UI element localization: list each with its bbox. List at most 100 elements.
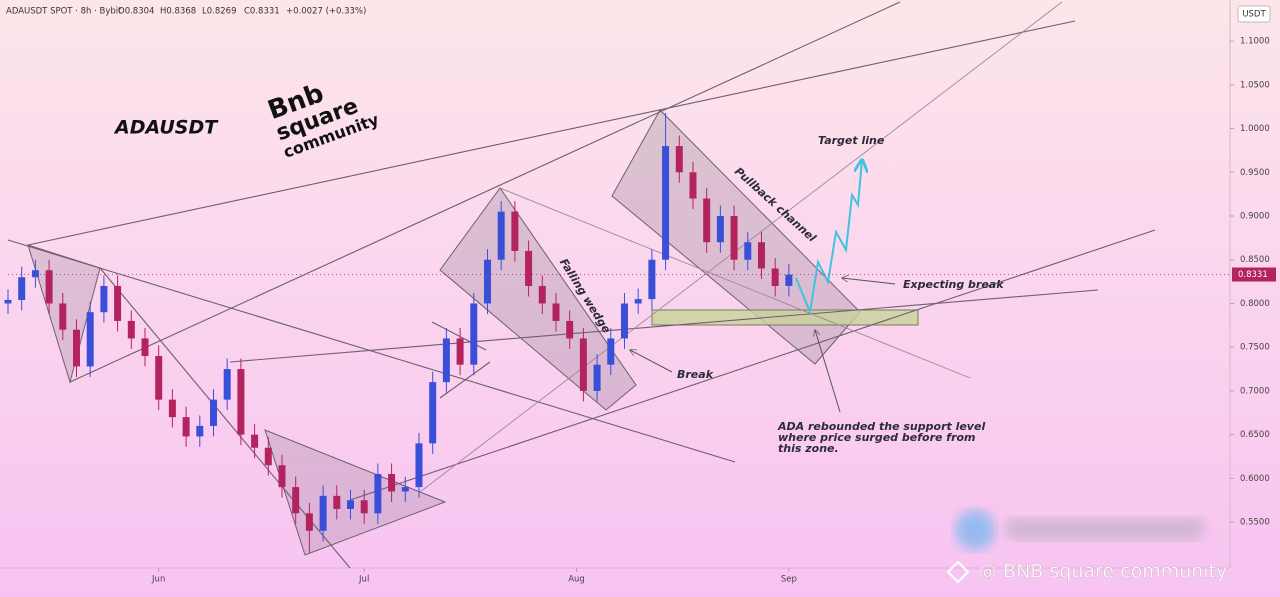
drawings [7, 1, 1156, 569]
ohlc-value: L0.8269 [202, 7, 236, 17]
ohlc-value: O0.8304 [118, 7, 154, 17]
candle-body [497, 211, 505, 260]
x-tick-label: Aug [568, 575, 585, 585]
annotation: this zone. [778, 442, 839, 455]
y-tick-label: 0.8500 [1240, 255, 1270, 265]
candle-body [456, 338, 464, 365]
annotation: Expecting break [903, 278, 1004, 291]
footer-watermark: @ BNB square community [978, 561, 1227, 583]
candle-body [264, 447, 272, 466]
y-tick-label: 0.6500 [1240, 430, 1270, 440]
candle-body [771, 268, 779, 286]
candle-body [675, 146, 683, 173]
candle-body [662, 146, 670, 260]
candle-body [552, 303, 560, 321]
y-tick-label: 0.6000 [1240, 474, 1270, 484]
candle-body [579, 338, 587, 391]
ohlc-value: C0.8331 [244, 7, 280, 17]
y-tick-label: 0.9500 [1240, 168, 1270, 178]
trend-line [349, 229, 1156, 501]
candle-body [538, 285, 546, 304]
candle-body [100, 285, 108, 313]
ohlc-legend: O0.8304 H0.8368 L0.8269 C0.8331 +0.0027 (+0.… [118, 7, 366, 17]
candle-body [566, 320, 574, 339]
candle-body [429, 382, 437, 444]
trend-line [499, 187, 971, 379]
trend-line [439, 361, 491, 399]
chart-title: ADAUSDT [113, 117, 219, 139]
arrow [630, 350, 673, 373]
candle-body [196, 425, 204, 437]
x-tick-label: Sep [781, 575, 797, 585]
arrow [815, 330, 841, 413]
candle-body [251, 434, 259, 448]
candle-body [182, 417, 190, 437]
candle-body [374, 473, 382, 514]
x-tick-label: Jun [151, 575, 165, 585]
y-tick-label: 0.7500 [1240, 343, 1270, 353]
candle-body [689, 172, 697, 199]
candle-body [278, 465, 286, 488]
candle-body [470, 303, 478, 365]
candle-body [18, 277, 26, 300]
candle-body [757, 242, 765, 269]
y-tick-label: 0.9000 [1240, 212, 1270, 222]
candle-body [209, 399, 217, 426]
candle-body [511, 211, 519, 251]
candle-body [415, 443, 423, 488]
candle-body [141, 338, 149, 356]
blurred-avatar [955, 510, 995, 550]
y-tick-label: 0.7000 [1240, 386, 1270, 396]
candle-body [86, 312, 94, 367]
projection-path [795, 160, 862, 316]
candle-body [388, 473, 396, 492]
annotation: where price surged before from [778, 431, 976, 444]
y-tick-label: 0.5500 [1240, 518, 1270, 528]
candle-body [237, 369, 245, 435]
candles [4, 112, 793, 553]
ohlc-value: H0.8368 [160, 7, 196, 17]
watermark: Bnb square community [264, 78, 382, 161]
annotation: Target line [818, 134, 885, 147]
currency-box [1237, 5, 1271, 23]
candle-body [607, 338, 615, 365]
last-price-tag [1232, 267, 1276, 282]
candle-body [593, 364, 601, 391]
candle-body [360, 500, 368, 514]
candle-body [292, 487, 300, 514]
y-tick-label: 0.8000 [1240, 299, 1270, 309]
candle-body [703, 198, 711, 243]
last-price-label: 0.8331 [1238, 270, 1268, 280]
symbol-info: ADAUSDT SPOT · 8h · Bybit [6, 7, 122, 17]
trend-line [419, 1, 1063, 493]
candle-body [72, 329, 80, 367]
candle-body [401, 487, 409, 492]
candle-body [483, 259, 491, 304]
y-tick-label: 1.0500 [1240, 80, 1270, 90]
y-tick-label: 1.1000 [1240, 37, 1270, 47]
logo [946, 560, 970, 584]
trend-line [27, 20, 1076, 246]
candle-body [634, 299, 642, 304]
annotation: ADA rebounded the support level [777, 420, 985, 433]
x-tick-label: Jul [358, 575, 369, 585]
annotation: Break [677, 368, 714, 381]
arrow [842, 278, 896, 285]
candle-body [59, 303, 67, 330]
candle-body [730, 216, 738, 260]
trend-line [7, 239, 736, 463]
candle-body [716, 216, 724, 243]
candle-body [620, 303, 628, 339]
candle-body [319, 495, 327, 531]
candle-body [648, 259, 656, 300]
blurred-name [1005, 518, 1205, 540]
candle-body [127, 320, 135, 339]
candle-body [45, 270, 53, 304]
candle-body [114, 285, 122, 321]
falling-wedge-channel [439, 187, 637, 411]
candle-body [168, 399, 176, 418]
candle-body [223, 369, 231, 400]
trend-line [229, 289, 1099, 363]
